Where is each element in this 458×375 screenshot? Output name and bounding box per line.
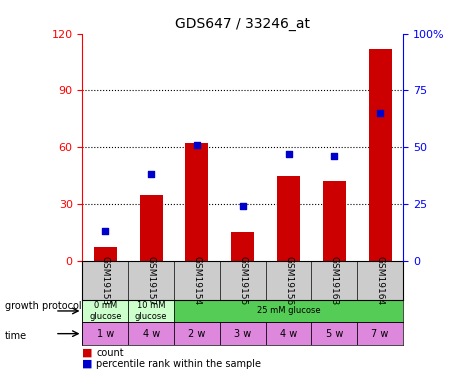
Point <box>193 142 201 148</box>
FancyBboxPatch shape <box>220 322 266 345</box>
Point <box>239 203 246 209</box>
Bar <box>94 248 117 261</box>
Bar <box>369 49 392 261</box>
Bar <box>140 195 163 261</box>
Text: 2 w: 2 w <box>188 328 206 339</box>
Text: 4 w: 4 w <box>280 328 297 339</box>
Point <box>331 153 338 159</box>
FancyBboxPatch shape <box>82 322 128 345</box>
Point <box>102 228 109 234</box>
FancyBboxPatch shape <box>357 322 403 345</box>
Point <box>147 171 155 177</box>
Text: ■: ■ <box>82 359 93 369</box>
Point <box>285 151 292 157</box>
Text: GSM19163: GSM19163 <box>330 255 339 305</box>
Bar <box>277 176 300 261</box>
Text: GSM19164: GSM19164 <box>376 256 385 305</box>
FancyBboxPatch shape <box>128 300 174 322</box>
FancyBboxPatch shape <box>174 300 403 322</box>
Text: 10 mM
glucose: 10 mM glucose <box>135 301 167 321</box>
FancyBboxPatch shape <box>128 322 174 345</box>
Text: 1 w: 1 w <box>97 328 114 339</box>
Text: 3 w: 3 w <box>234 328 251 339</box>
FancyBboxPatch shape <box>174 322 220 345</box>
Text: GSM19156: GSM19156 <box>284 255 293 305</box>
Text: 0 mM
glucose: 0 mM glucose <box>89 301 121 321</box>
Text: 5 w: 5 w <box>326 328 343 339</box>
FancyBboxPatch shape <box>311 322 357 345</box>
Text: GSM19157: GSM19157 <box>147 255 156 305</box>
Text: percentile rank within the sample: percentile rank within the sample <box>96 359 261 369</box>
Text: GSM19154: GSM19154 <box>192 256 202 305</box>
Title: GDS647 / 33246_at: GDS647 / 33246_at <box>175 17 310 32</box>
Text: count: count <box>96 348 124 357</box>
Text: 4 w: 4 w <box>142 328 160 339</box>
Text: time: time <box>5 331 27 340</box>
Bar <box>185 144 208 261</box>
Text: GSM19153: GSM19153 <box>101 255 110 305</box>
Text: GSM19155: GSM19155 <box>238 255 247 305</box>
Point <box>376 110 384 116</box>
FancyBboxPatch shape <box>82 300 128 322</box>
Bar <box>231 232 254 261</box>
Text: 25 mM glucose: 25 mM glucose <box>257 306 320 315</box>
Text: ■: ■ <box>82 348 93 357</box>
Bar <box>323 181 346 261</box>
Text: 7 w: 7 w <box>371 328 389 339</box>
Text: growth protocol: growth protocol <box>5 301 81 310</box>
FancyBboxPatch shape <box>266 322 311 345</box>
